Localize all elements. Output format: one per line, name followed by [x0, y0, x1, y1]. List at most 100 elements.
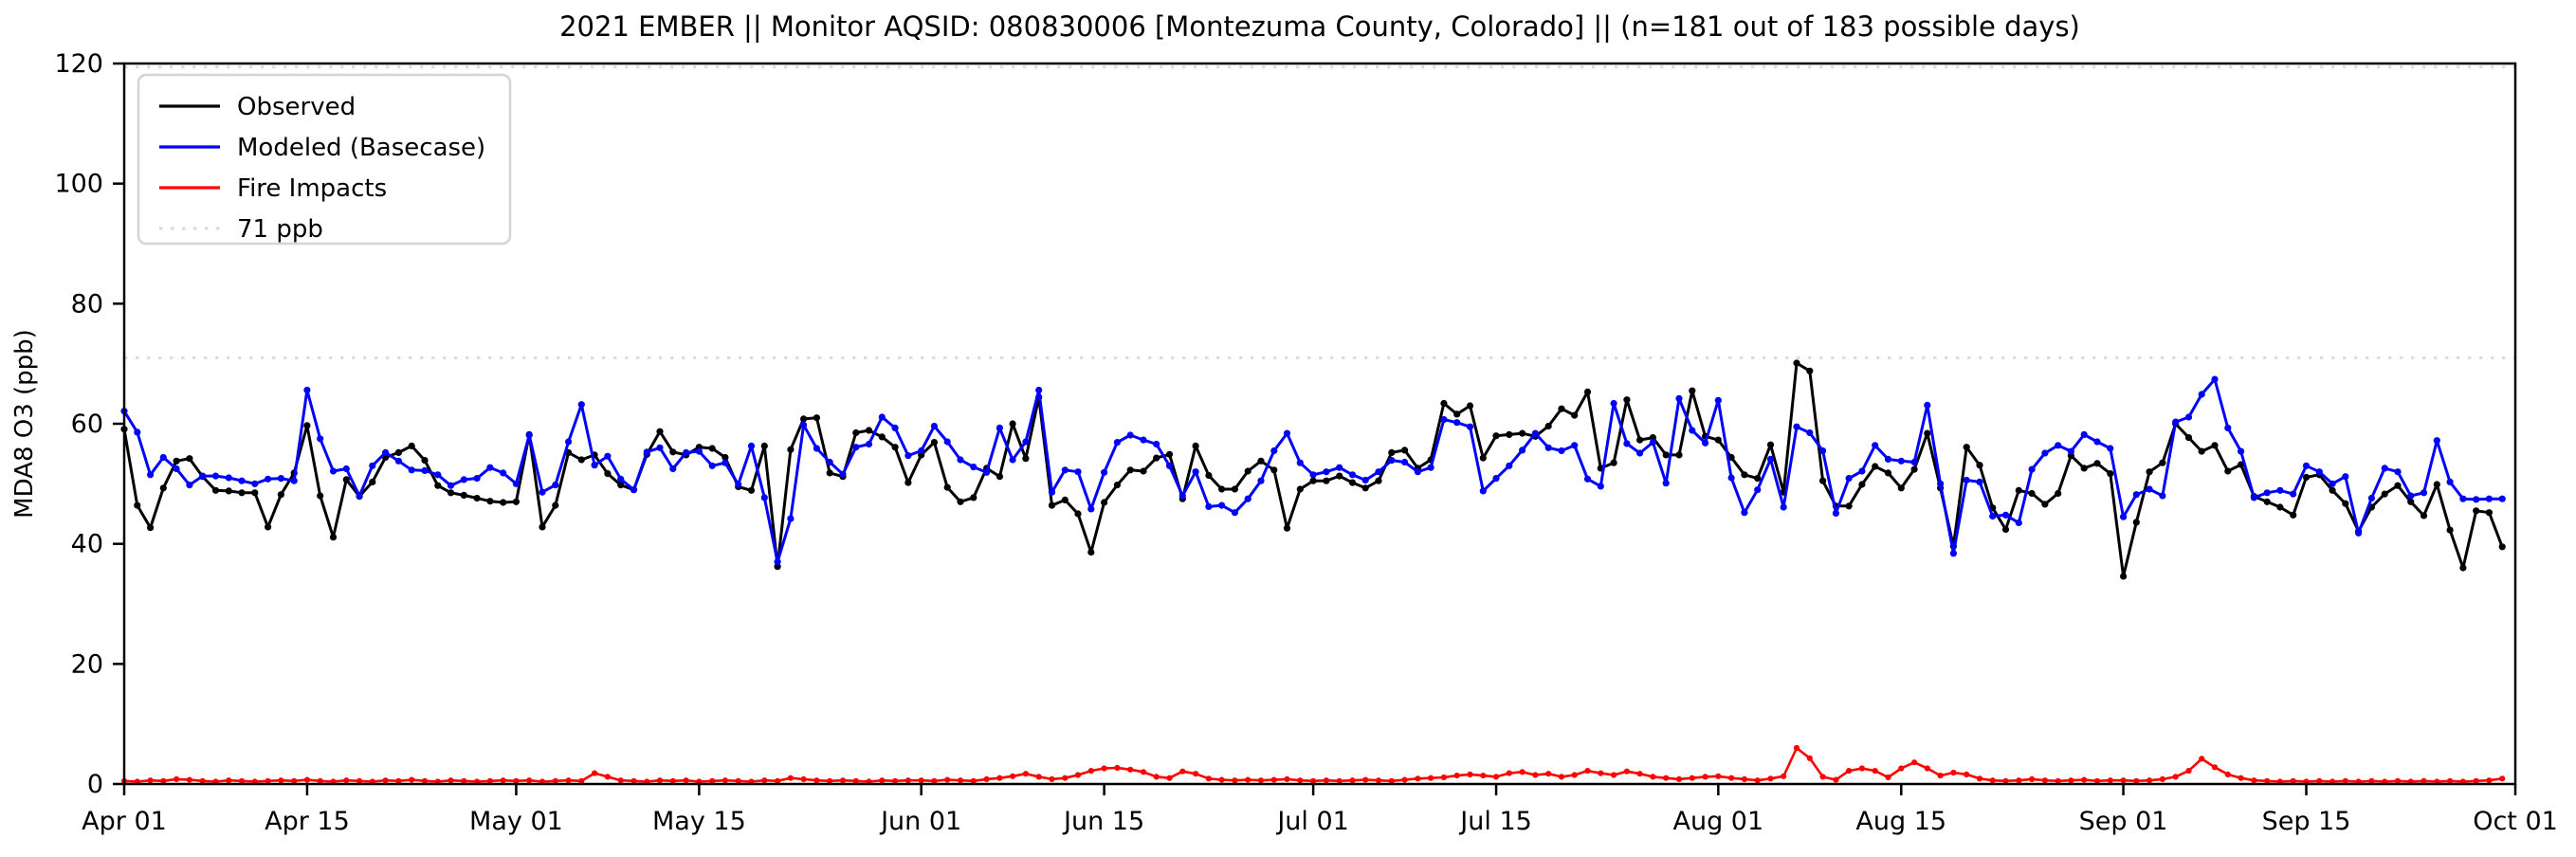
data-point	[2132, 519, 2140, 526]
data-point	[2093, 460, 2101, 467]
data-point	[2342, 473, 2349, 481]
data-point	[2015, 486, 2022, 494]
data-point	[957, 456, 964, 464]
data-point	[1244, 467, 1251, 475]
data-point	[774, 563, 781, 571]
data-point	[1506, 462, 1513, 469]
data-point	[2055, 442, 2062, 449]
data-point	[1833, 776, 1839, 783]
data-point	[1806, 367, 1814, 374]
data-point	[1924, 765, 1930, 772]
data-point	[1257, 457, 1265, 465]
data-point	[2263, 489, 2271, 497]
data-point	[238, 489, 246, 497]
data-point	[486, 464, 494, 471]
data-point	[604, 470, 612, 478]
x-tick-label: Apr 01	[82, 807, 167, 836]
data-point	[577, 456, 585, 464]
data-point	[996, 424, 1003, 431]
legend-label: Modeled (Basecase)	[237, 134, 485, 162]
data-point	[2381, 490, 2388, 498]
data-point	[2473, 496, 2480, 503]
data-point	[1192, 442, 1199, 449]
data-point	[395, 777, 402, 784]
data-point	[147, 777, 154, 784]
data-point	[1845, 502, 1853, 510]
data-point	[382, 777, 389, 784]
data-point	[1284, 775, 1290, 783]
data-point	[1910, 465, 1918, 473]
data-point	[147, 471, 155, 479]
data-point	[1949, 550, 1957, 557]
y-tick-label: 20	[71, 649, 103, 679]
data-point	[1348, 479, 1357, 486]
data-point	[2198, 391, 2205, 398]
data-point	[1858, 765, 1865, 772]
data-point	[1689, 775, 1695, 781]
data-point	[2146, 468, 2153, 476]
data-point	[775, 777, 781, 784]
data-point	[2394, 468, 2402, 476]
data-point	[1467, 771, 1473, 778]
data-point	[394, 448, 402, 456]
data-point	[2093, 777, 2101, 784]
x-tick-label: Sep 01	[2079, 807, 2168, 836]
data-point	[1153, 454, 1160, 462]
data-point	[656, 777, 664, 784]
data-point	[669, 465, 677, 473]
data-point	[513, 777, 520, 784]
data-point	[552, 482, 559, 489]
data-point	[1702, 774, 1708, 780]
data-point	[1715, 773, 1722, 779]
data-point	[2133, 777, 2140, 784]
data-point	[461, 777, 467, 784]
data-point	[2107, 445, 2114, 452]
data-point	[1178, 492, 1186, 500]
data-point	[265, 475, 272, 483]
data-point	[2290, 490, 2297, 498]
data-point	[930, 439, 939, 447]
data-point	[1361, 476, 1369, 484]
data-point	[382, 448, 390, 456]
data-point	[708, 445, 716, 452]
data-point	[1074, 510, 1082, 518]
data-point	[996, 775, 1003, 781]
data-point	[2184, 413, 2193, 421]
data-point	[1519, 447, 1526, 454]
data-point	[317, 435, 324, 443]
data-point	[1727, 453, 1735, 462]
data-point	[1401, 447, 1409, 454]
data-point	[1062, 775, 1069, 781]
data-point	[1858, 481, 1866, 488]
data-point	[2120, 777, 2127, 784]
data-point	[2342, 777, 2348, 784]
data-point	[1336, 472, 1343, 480]
data-point	[970, 494, 977, 501]
data-point	[1388, 777, 1395, 784]
data-point	[944, 776, 951, 783]
data-point	[1074, 468, 1082, 476]
data-point	[2159, 775, 2165, 783]
data-point	[1819, 447, 1827, 455]
data-point	[1806, 428, 1814, 437]
data-point	[1689, 387, 1696, 394]
data-point	[2185, 768, 2192, 775]
data-point	[342, 465, 350, 473]
data-point	[930, 422, 939, 430]
data-point	[643, 448, 650, 456]
data-point	[2107, 470, 2114, 478]
data-point	[1885, 774, 1891, 781]
data-point	[2302, 462, 2311, 469]
data-point	[1558, 774, 1565, 780]
data-point	[1428, 775, 1434, 781]
data-point	[1793, 423, 1800, 430]
data-point	[1480, 773, 1487, 779]
data-point	[500, 499, 507, 506]
data-point	[577, 401, 585, 409]
data-point	[1558, 405, 1565, 412]
data-point	[134, 501, 141, 509]
data-point	[1218, 501, 1226, 509]
data-point	[760, 494, 768, 501]
data-point	[1309, 477, 1317, 484]
data-point	[2276, 503, 2284, 511]
